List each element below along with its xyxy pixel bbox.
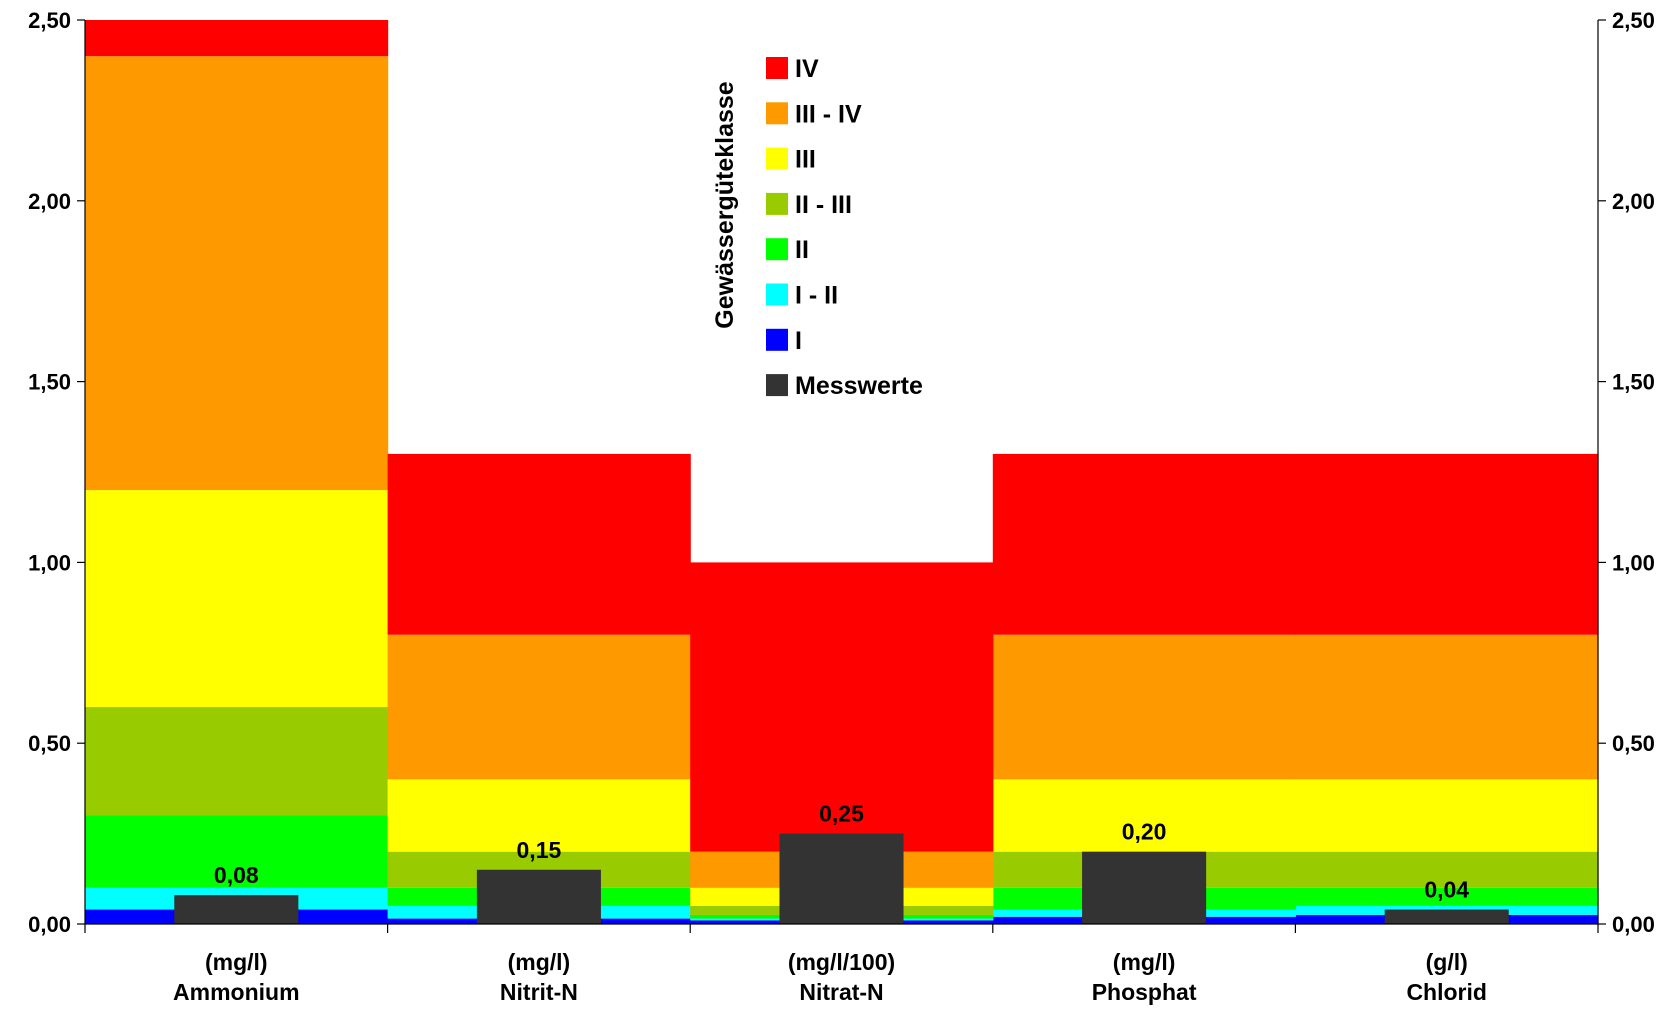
y-tick-label-left: 0,50 — [28, 731, 71, 756]
legend-label-messwerte: Messwerte — [795, 372, 923, 400]
band-iii-iv-nitrit-n — [387, 634, 691, 780]
band-iv-phosphat — [992, 453, 1296, 635]
band-ii-ammonium — [85, 815, 389, 888]
y-tick-label-right: 2,50 — [1612, 8, 1655, 33]
band-iv-chlorid — [1295, 453, 1599, 635]
axes: 0,00 0,00 0,50 0,50 1,00 1,00 1,50 1,50 2,00 2,00… — [28, 8, 1655, 937]
y-tick-label-right: 0,00 — [1612, 912, 1655, 937]
bar-chlorid — [1384, 909, 1509, 924]
legend-label-iv: IV — [795, 55, 819, 83]
y-tick-label-right: 1,50 — [1612, 370, 1655, 395]
y-tick-label-left: 2,50 — [28, 8, 71, 33]
bar-nitrit-n — [476, 869, 601, 924]
y-tick-label-left: 1,00 — [28, 550, 71, 575]
y-tick-label-left: 2,00 — [28, 189, 71, 214]
band-iv-nitrat-n — [690, 562, 994, 852]
quality-class-bands — [85, 20, 1599, 924]
band-iii-chlorid — [1295, 779, 1599, 852]
legend-swatch-i-ii — [766, 283, 788, 306]
legend-swatch-i — [766, 328, 788, 351]
category-name-ammonium: Ammonium — [173, 979, 300, 1005]
y-tick-label-right: 2,00 — [1612, 189, 1655, 214]
legend-label-iii: III — [795, 146, 816, 174]
data-label-chlorid: 0,04 — [1424, 877, 1469, 903]
band-iii-iv-chlorid — [1295, 634, 1599, 780]
legend-swatch-iv — [766, 57, 788, 79]
band-iii-nitrit-n — [387, 779, 691, 852]
data-label-nitrat-n: 0,25 — [819, 801, 864, 827]
legend-label-ii-iii: II - III — [795, 191, 852, 219]
y-tick-label-right: 1,00 — [1612, 550, 1655, 575]
band-iii-phosphat — [992, 779, 1296, 852]
category-unit-phosphat: (mg/l) — [1113, 949, 1176, 975]
data-label-nitrit-n: 0,15 — [517, 837, 562, 863]
legend-swatch-iii-iv — [766, 102, 788, 125]
legend-label-i: I — [795, 327, 802, 355]
category-name-nitrit-n: Nitrit-N — [500, 979, 578, 1005]
band-iii-iv-ammonium — [85, 56, 389, 491]
data-label-phosphat: 0,20 — [1122, 819, 1167, 845]
category-name-phosphat: Phosphat — [1092, 979, 1197, 1005]
data-label-ammonium: 0,08 — [214, 862, 259, 888]
category-unit-nitrat-n: (mg/l/100) — [788, 949, 895, 975]
legend-title: Gewässergüteklasse — [711, 81, 739, 328]
legend-swatch-ii — [766, 238, 788, 261]
legend-swatch-messwerte — [766, 374, 788, 397]
measurement-bars — [174, 833, 1509, 924]
bar-ammonium — [174, 895, 299, 924]
band-iii-iv-phosphat — [992, 634, 1296, 780]
band-iii-ammonium — [85, 490, 389, 708]
legend-swatch-iii — [766, 147, 788, 170]
legend-label-iii-iv: III - IV — [795, 100, 862, 128]
y-tick-label-left: 0,00 — [28, 912, 71, 937]
bar-phosphat — [1082, 851, 1207, 924]
category-unit-ammonium: (mg/l) — [205, 949, 268, 975]
data-labels: 0,08 0,15 0,25 0,20 0,04 — [214, 801, 1469, 903]
band-ii-iii-chlorid — [1295, 851, 1599, 888]
category-name-chlorid: Chlorid — [1406, 979, 1487, 1005]
y-tick-label-right: 0,50 — [1612, 731, 1655, 756]
bar-nitrat-n — [779, 833, 904, 924]
band-ii-iii-ammonium — [85, 707, 389, 816]
y-tick-label-left: 1,50 — [28, 370, 71, 395]
legend-label-ii: II — [795, 236, 809, 264]
category-name-nitrat-n: Nitrat-N — [799, 979, 883, 1005]
band-ii-chlorid — [1295, 887, 1599, 906]
category-unit-chlorid: (g/l) — [1426, 949, 1468, 975]
legend-swatch-ii-iii — [766, 192, 788, 215]
category-labels: (mg/l) Ammonium (mg/l) Nitrit-N (mg/l/100) Ni… — [173, 949, 1487, 1005]
category-unit-nitrit-n: (mg/l) — [508, 949, 571, 975]
band-iv-ammonium — [85, 20, 389, 57]
band-iv-nitrit-n — [387, 453, 691, 635]
legend-label-i-ii: I - II — [795, 282, 838, 310]
